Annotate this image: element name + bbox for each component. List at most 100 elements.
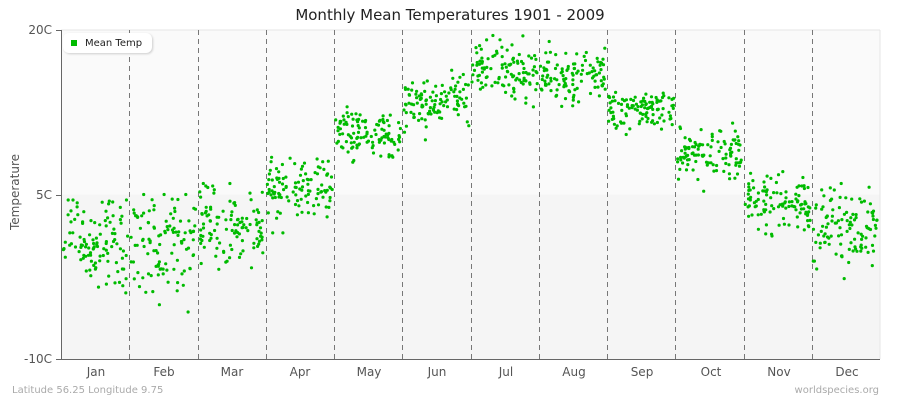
data-point — [316, 165, 320, 169]
data-point — [500, 55, 504, 59]
data-point — [98, 223, 102, 227]
data-point — [156, 273, 160, 277]
data-point — [403, 102, 408, 106]
data-point — [764, 202, 768, 206]
data-point — [853, 237, 857, 241]
data-point — [711, 163, 715, 167]
data-point — [747, 185, 751, 189]
data-point — [260, 238, 264, 242]
data-point — [136, 271, 140, 275]
data-point — [193, 224, 197, 228]
data-point — [300, 185, 305, 189]
data-point — [465, 120, 469, 124]
data-point — [571, 98, 575, 102]
data-point — [450, 68, 454, 72]
data-point — [352, 131, 356, 135]
data-point — [328, 195, 332, 200]
data-point — [228, 243, 232, 247]
data-point — [344, 140, 348, 144]
background-bands — [61, 29, 881, 359]
data-point — [516, 61, 520, 65]
data-point — [553, 66, 558, 71]
data-point — [108, 220, 112, 224]
data-point — [341, 132, 345, 136]
data-point — [118, 205, 122, 209]
data-point — [439, 92, 443, 96]
data-point — [345, 105, 349, 109]
data-point — [871, 209, 876, 213]
data-point — [603, 87, 607, 91]
data-point — [554, 53, 558, 57]
data-point — [94, 236, 98, 240]
month-dividers — [129, 30, 813, 359]
data-point — [261, 251, 265, 255]
data-point — [830, 214, 835, 218]
data-point — [751, 179, 755, 183]
data-point — [699, 128, 703, 132]
data-point — [315, 157, 319, 161]
data-point — [692, 153, 697, 157]
data-point — [204, 205, 208, 209]
data-point — [215, 236, 219, 240]
data-point — [96, 285, 101, 289]
footer-credit[interactable]: worldspecies.org — [794, 385, 879, 396]
data-point — [828, 198, 833, 203]
data-point — [522, 66, 526, 71]
data-point — [429, 112, 433, 116]
data-point — [410, 102, 414, 106]
data-point — [693, 140, 697, 145]
data-point — [124, 291, 128, 295]
data-point — [464, 96, 468, 100]
data-point — [513, 97, 517, 101]
data-point — [696, 177, 700, 182]
data-point — [328, 199, 332, 203]
data-point — [77, 250, 81, 254]
data-point — [614, 126, 618, 130]
data-point — [271, 231, 275, 235]
data-point — [535, 71, 539, 75]
data-point — [418, 112, 422, 116]
data-point — [352, 158, 356, 163]
data-point — [93, 261, 97, 265]
data-point — [255, 208, 259, 212]
data-point — [205, 214, 209, 218]
data-point — [591, 66, 595, 70]
data-point — [382, 128, 386, 132]
data-point — [571, 62, 576, 66]
data-point — [624, 132, 628, 137]
data-point — [169, 212, 173, 216]
data-point — [345, 111, 349, 115]
data-point — [845, 219, 849, 223]
data-point — [218, 241, 222, 245]
data-point — [209, 236, 213, 240]
data-point — [391, 155, 395, 159]
data-point — [819, 229, 823, 233]
data-point — [807, 210, 811, 214]
data-point — [671, 103, 676, 107]
data-point — [728, 177, 732, 181]
data-point — [300, 188, 304, 192]
data-point — [434, 94, 438, 98]
data-point — [655, 120, 660, 125]
data-point — [386, 136, 390, 140]
data-point — [275, 176, 279, 180]
data-point — [335, 141, 339, 145]
data-point — [818, 246, 822, 250]
data-point — [658, 116, 662, 120]
data-point — [784, 190, 788, 194]
data-point — [630, 104, 634, 108]
data-point — [376, 123, 381, 127]
data-point — [477, 62, 482, 66]
data-point — [676, 160, 680, 164]
data-point — [784, 196, 788, 200]
data-point — [519, 59, 524, 64]
data-point — [770, 234, 774, 238]
data-point — [327, 205, 331, 209]
data-point — [350, 124, 355, 128]
data-point — [121, 249, 125, 253]
data-point — [157, 260, 161, 264]
data-point — [509, 62, 513, 66]
data-point — [747, 214, 751, 218]
data-point — [796, 225, 800, 229]
data-point — [458, 90, 462, 94]
